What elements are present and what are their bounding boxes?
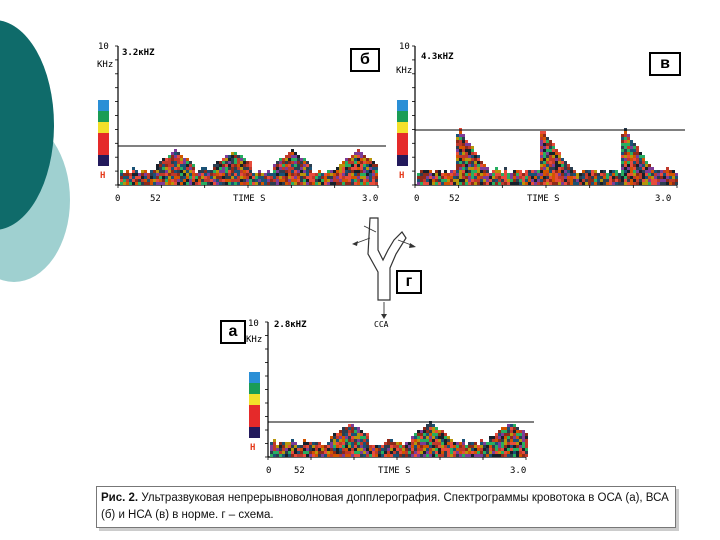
color-scale-cell (397, 133, 408, 144)
color-scale-cell (249, 427, 260, 438)
color-scale-cell (397, 100, 408, 111)
caption-text: Ультразвуковая непрерывноволновая доппле… (101, 492, 669, 521)
x-start-label: 0 (414, 194, 420, 204)
color-scale-cell (98, 100, 109, 111)
color-scale-cell (98, 122, 109, 133)
color-scale-cell (98, 111, 109, 122)
x-start-label: 0 (266, 466, 272, 476)
artery-bifurcation-drawing (352, 217, 416, 319)
decor-circle-dark (0, 20, 54, 230)
panel-letter-a: а (220, 320, 246, 344)
color-scale-cell (249, 416, 260, 427)
spectrum-fill (270, 421, 528, 457)
spectrogram-plot-v (397, 45, 685, 188)
y-unit-label: KHz (246, 335, 263, 345)
artery-scheme: г CCA (350, 210, 430, 330)
spectrogram-panel-v: 10 KHz 4.3кHZ H 0 52 TIME S 3.0 в (393, 40, 693, 210)
frequency-readout: 4.3кHZ (421, 52, 454, 62)
frequency-readout: 3.2кHZ (122, 48, 155, 58)
color-scale-cell (397, 122, 408, 133)
x-mid-label: 52 (294, 466, 305, 476)
h-mark: H (100, 171, 106, 181)
x-end-label: 3.0 (362, 194, 379, 204)
caption-label: Рис. 2. (101, 492, 139, 504)
h-mark: H (399, 171, 405, 181)
spectrum-fill (120, 149, 378, 185)
color-scale-cell (397, 155, 408, 166)
h-mark: H (250, 443, 256, 453)
color-scale-cell (397, 144, 408, 155)
y-unit-label: KHz (396, 66, 413, 76)
cca-label: CCA (374, 320, 389, 329)
color-scale-cell (249, 383, 260, 394)
x-start-label: 0 (115, 194, 121, 204)
color-scale-cell (98, 144, 109, 155)
x-mid-label: 52 (449, 194, 460, 204)
time-axis-label: TIME S (527, 194, 560, 204)
color-scale-cell (98, 133, 109, 144)
time-axis-label: TIME S (233, 194, 266, 204)
color-scale-cell (397, 111, 408, 122)
spectrogram-plot-a (249, 321, 534, 460)
spectrum-fill (417, 128, 678, 185)
y-max-label: 10 (98, 42, 109, 52)
spectrogram-panel-a: 10 KHz 2.8кHZ H 0 52 TIME S 3.0 а (218, 312, 538, 482)
color-scale-cell (98, 155, 109, 166)
y-max-label: 10 (399, 42, 410, 52)
panel-letter-v: в (649, 52, 681, 76)
spectrogram-plot-b (98, 45, 386, 188)
color-scale-cell (249, 405, 260, 416)
panel-letter-b: б (350, 48, 380, 72)
color-scale-cell (249, 394, 260, 405)
color-scale-cell (249, 372, 260, 383)
time-axis-label: TIME S (378, 466, 411, 476)
figure-caption: Рис. 2. Ультразвуковая непрерывноволнова… (96, 486, 676, 528)
x-end-label: 3.0 (655, 194, 672, 204)
spectrogram-panel-b: 10 KHz 3.2кHZ H 0 52 TIME S 3.0 б (92, 40, 392, 210)
x-end-label: 3.0 (510, 466, 527, 476)
y-unit-label: KHz (97, 60, 114, 70)
panel-letter-g: г (396, 270, 422, 294)
x-mid-label: 52 (150, 194, 161, 204)
y-max-label: 10 (248, 319, 259, 329)
frequency-readout: 2.8кHZ (274, 320, 307, 330)
